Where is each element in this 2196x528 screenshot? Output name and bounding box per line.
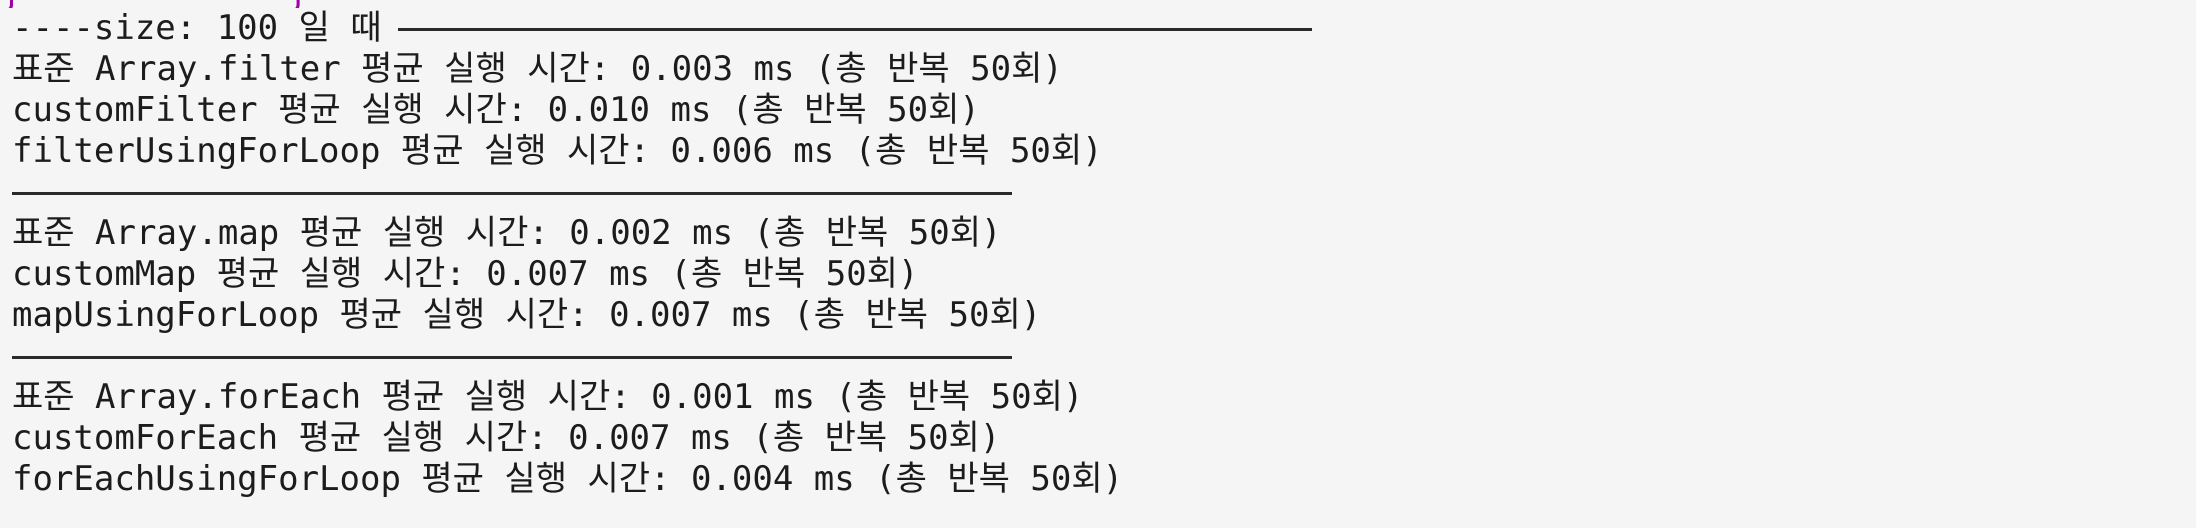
separator-rule xyxy=(12,192,1012,195)
result-line-array-map: 표준 Array.map 평균 실행 시간: 0.002 ms (총 반복 50… xyxy=(12,213,1002,253)
result-line-foreach-for-loop: forEachUsingForLoop 평균 실행 시간: 0.004 ms (… xyxy=(12,459,1124,499)
result-line-map-for-loop: mapUsingForLoop 평균 실행 시간: 0.007 ms (총 반복… xyxy=(12,295,1042,335)
result-line-array-filter: 표준 Array.filter 평균 실행 시간: 0.003 ms (총 반복… xyxy=(12,49,1063,89)
result-line-array-foreach: 표준 Array.forEach 평균 실행 시간: 0.001 ms (총 반… xyxy=(12,377,1084,417)
size-header: ----size: 100 일 때 xyxy=(12,8,382,48)
result-line-custom-map: customMap 평균 실행 시간: 0.007 ms (총 반복 50회) xyxy=(12,254,919,294)
result-line-filter-for-loop: filterUsingForLoop 평균 실행 시간: 0.006 ms (총… xyxy=(12,131,1103,171)
previous-prompt-fragment: j · · j xyxy=(0,0,307,8)
result-line-custom-foreach: customForEach 평균 실행 시간: 0.007 ms (총 반복 5… xyxy=(12,418,1001,458)
separator-rule xyxy=(12,356,1012,359)
result-line-custom-filter: customFilter 평균 실행 시간: 0.010 ms (총 반복 50… xyxy=(12,90,980,130)
header-rule xyxy=(398,28,1312,31)
